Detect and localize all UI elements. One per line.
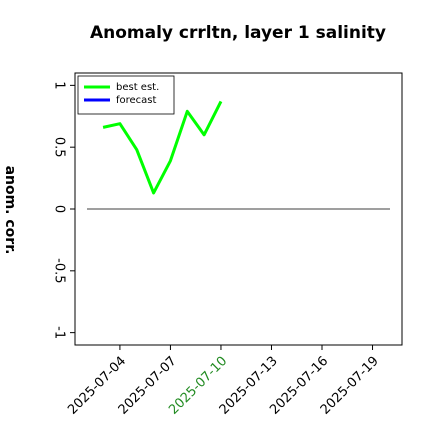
legend-box [77, 75, 175, 115]
y-axis-label: anom. corr. [2, 166, 18, 255]
y-tick-label: 0 [52, 205, 67, 213]
legend-label: forecast [116, 95, 157, 106]
legend-label: best est. [116, 82, 159, 93]
legend: best est. forecast [77, 75, 175, 115]
y-tick-label: 0.5 [52, 137, 67, 158]
y-tick-label: -1 [52, 326, 67, 339]
y-tick-label: -0.5 [52, 258, 67, 283]
chart-title: Anomaly crrltn, layer 1 salinity [90, 23, 386, 43]
y-tick-label: 1 [52, 81, 67, 89]
series-line [102, 100, 223, 195]
